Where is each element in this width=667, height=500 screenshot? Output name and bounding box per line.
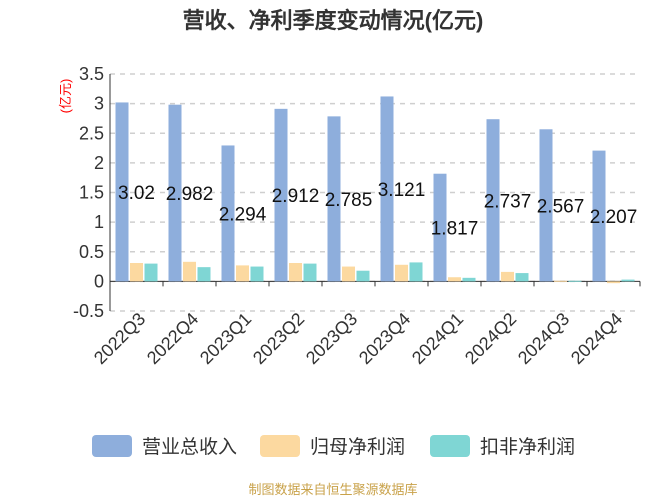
legend-label: 营业总收入 (142, 436, 237, 458)
x-tick-label: 2023Q4 (355, 309, 414, 368)
bar-营业总收入-2024Q3 (539, 129, 553, 282)
y-tick-label: 0.5 (79, 242, 104, 262)
bar-扣非净利润-2024Q2 (515, 273, 529, 282)
data-label: 2.207 (590, 207, 638, 228)
bar-营业总收入-2022Q4 (168, 104, 182, 282)
y-tick-label: 2.5 (79, 123, 104, 143)
y-tick-label: 3 (94, 94, 104, 114)
x-tick-label: 2024Q1 (408, 309, 467, 368)
x-tick-label: 2024Q2 (461, 309, 520, 368)
x-tick-label: 2024Q4 (567, 309, 626, 368)
bar-归母净利润-2024Q4 (607, 281, 620, 284)
data-label: 2.737 (484, 191, 532, 212)
bar-营业总收入-2024Q1 (433, 173, 447, 282)
legend-swatch (430, 435, 470, 457)
data-label: 2.567 (537, 196, 585, 217)
data-label: 2.912 (272, 186, 320, 207)
bar-扣非净利润-2023Q4 (409, 262, 423, 282)
bar-扣非净利润-2024Q3 (568, 280, 582, 282)
bar-扣非净利润-2023Q3 (356, 270, 370, 282)
bar-归母净利润-2023Q4 (395, 264, 408, 282)
legend-label: 归母净利润 (310, 436, 405, 458)
bar-扣非净利润-2022Q4 (197, 267, 211, 282)
bar-扣非净利润-2023Q2 (303, 263, 317, 282)
bar-扣非净利润-2022Q3 (144, 263, 158, 282)
data-label: 3.02 (118, 183, 155, 204)
bar-归母净利润-2023Q3 (342, 266, 355, 282)
data-label: 2.785 (325, 190, 373, 211)
y-tick-label: -0.5 (73, 301, 104, 321)
legend-swatch (260, 435, 300, 457)
data-label: 3.121 (378, 180, 426, 201)
x-tick-label: 2022Q4 (143, 309, 202, 368)
x-tick-label: 2024Q3 (514, 309, 573, 368)
y-tick-label: 2 (94, 153, 104, 173)
x-axis-ticks: 2022Q32022Q42023Q12023Q22023Q32023Q42024… (90, 281, 641, 368)
bar-营业总收入-2023Q2 (274, 108, 288, 282)
chart-title: 营收、净利季度变动情况(亿元) (183, 8, 484, 33)
bar-归母净利润-2024Q2 (501, 271, 514, 282)
legend-swatch (92, 435, 132, 457)
data-label: 2.982 (166, 184, 214, 205)
y-axis-label: (亿元) (58, 79, 73, 114)
bar-营业总收入-2024Q4 (592, 150, 606, 282)
y-axis-ticks: -0.5 0 0.5 1 1.5 2 2.5 3 3.5 (73, 64, 104, 321)
bar-营业总收入-2022Q3 (115, 102, 129, 282)
bar-归母净利润-2024Q3 (554, 280, 567, 282)
bar-归母净利润-2024Q1 (448, 277, 461, 282)
bar-series (115, 96, 635, 284)
x-tick-label: 2023Q2 (249, 309, 308, 368)
bar-扣非净利润-2024Q1 (462, 277, 476, 282)
bar-归母净利润-2023Q2 (289, 263, 302, 282)
source-note: 制图数据来自恒生聚源数据库 (248, 482, 417, 497)
bar-扣非净利润-2024Q4 (621, 279, 635, 282)
legend: 营业总收入 归母净利润 扣非净利润 (92, 435, 575, 458)
x-tick-label: 2023Q3 (302, 309, 361, 368)
bar-营业总收入-2023Q3 (327, 116, 341, 282)
bar-营业总收入-2023Q1 (221, 145, 235, 282)
legend-label: 扣非净利润 (480, 436, 575, 458)
data-label: 1.817 (431, 219, 479, 240)
bar-归母净利润-2023Q1 (236, 265, 249, 282)
y-tick-label: 1 (94, 212, 104, 232)
bar-扣非净利润-2023Q1 (250, 266, 264, 282)
bar-营业总收入-2024Q2 (486, 119, 500, 282)
data-label: 2.294 (219, 204, 267, 225)
y-tick-label: 3.5 (79, 64, 104, 84)
bar-归母净利润-2022Q3 (130, 263, 143, 282)
x-tick-label: 2023Q1 (196, 309, 255, 368)
bar-营业总收入-2023Q4 (380, 96, 394, 282)
y-tick-label: 1.5 (79, 183, 104, 203)
y-tick-label: 0 (94, 271, 104, 291)
bar-归母净利润-2022Q4 (183, 261, 196, 282)
